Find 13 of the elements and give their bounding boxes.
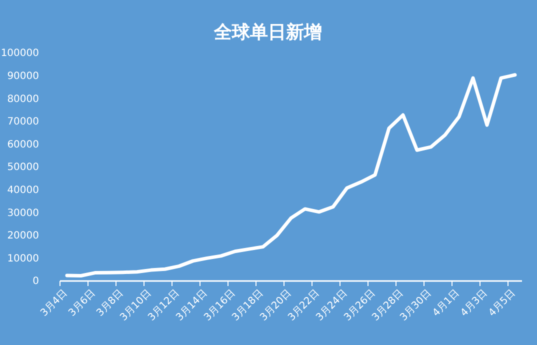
y-tick-label: 60000 xyxy=(7,139,39,150)
y-tick-label: 0 xyxy=(32,276,39,288)
y-tick-label: 50000 xyxy=(7,162,39,174)
y-tick-label: 90000 xyxy=(7,71,39,82)
y-tick-label: 20000 xyxy=(7,230,39,242)
y-tick-label: 30000 xyxy=(7,208,39,219)
y-tick-label: 40000 xyxy=(7,185,39,196)
y-tick-label: 100000 xyxy=(0,48,39,60)
chart-title: 全球单日新增 xyxy=(213,22,322,43)
y-tick-label: 70000 xyxy=(7,116,39,128)
line-series xyxy=(65,73,517,278)
y-tick-label: 10000 xyxy=(7,253,39,264)
y-tick-label: 80000 xyxy=(7,94,39,105)
